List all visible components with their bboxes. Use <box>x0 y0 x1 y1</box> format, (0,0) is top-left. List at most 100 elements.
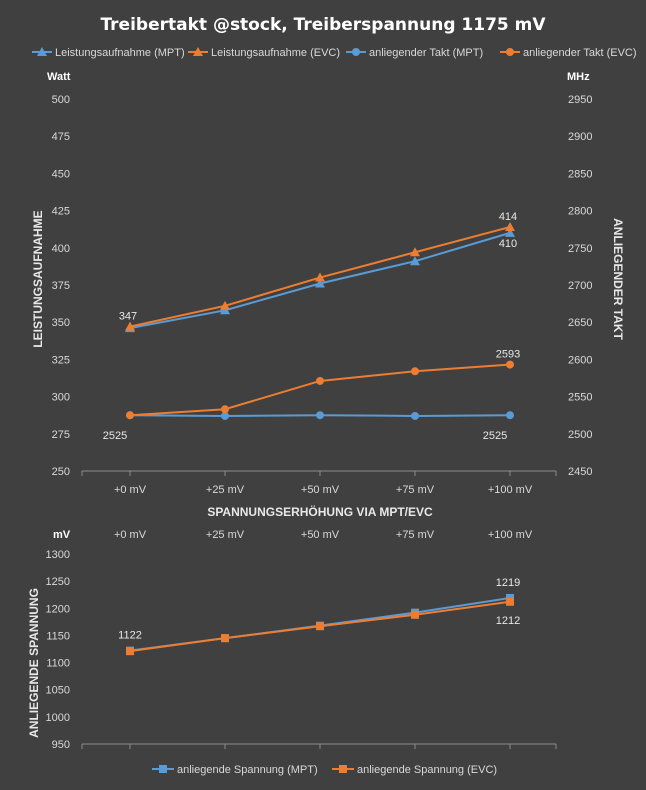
series-group <box>125 221 515 331</box>
y2-tick-label: 2450 <box>568 466 592 478</box>
x-tick-label: +75 mV <box>396 484 435 496</box>
legend-label: anliegende Spannung (EVC) <box>357 764 497 776</box>
y-tick-label: 450 <box>52 168 70 180</box>
top-legend: Leistungsaufnahme (MPT) Leistungsaufnahme… <box>32 47 637 59</box>
data-point <box>126 411 134 420</box>
y2-tick-label: 2950 <box>568 94 592 106</box>
y2-tick-label: 2750 <box>568 243 592 255</box>
data-label: 2593 <box>496 349 520 361</box>
y-axis-title: LEISTUNGSAUFNAHME <box>31 210 45 347</box>
data-label: 1212 <box>496 615 520 627</box>
y2-tick-label: 2700 <box>568 280 592 292</box>
legend-entry: anliegender Takt (EVC) <box>500 47 637 59</box>
y-tick-label: 1300 <box>46 549 70 561</box>
legend-marker <box>506 48 514 56</box>
data-point <box>315 272 325 282</box>
y-tick-label: 1200 <box>46 603 70 615</box>
y-tick-label: 950 <box>52 739 70 751</box>
y-tick-label: 1000 <box>46 712 70 724</box>
legend-marker <box>339 765 347 773</box>
data-point <box>506 411 514 420</box>
x-tick-label: +50 mV <box>301 484 340 496</box>
series-line <box>129 363 511 417</box>
y-tick-label: 250 <box>52 466 70 478</box>
data-label: 414 <box>499 211 517 223</box>
legend-entry: anliegende Spannung (MPT) <box>152 764 318 776</box>
x-tick-label: +75 mV <box>396 529 435 541</box>
legend-label: anliegende Spannung (MPT) <box>177 764 318 776</box>
y-tick-label: 375 <box>52 280 70 292</box>
legend-marker <box>159 765 167 773</box>
data-point <box>506 360 514 369</box>
y-tick-label: 350 <box>52 317 70 329</box>
data-label: 1219 <box>496 577 520 589</box>
y-unit-label: Watt <box>47 71 71 83</box>
y-tick-label: 325 <box>52 354 70 366</box>
y-tick-label: 500 <box>52 94 70 106</box>
legend-entry: Leistungsaufnahme (EVC) <box>188 47 340 59</box>
y-tick-label: 1050 <box>46 685 70 697</box>
legend-entry: anliegende Spannung (EVC) <box>332 764 497 776</box>
y2-unit-label: MHz <box>567 71 590 83</box>
y-tick-label: 425 <box>52 206 70 218</box>
data-point <box>505 227 515 237</box>
bottom-legend: anliegende Spannung (MPT) anliegende Span… <box>152 764 497 776</box>
data-point <box>410 247 420 257</box>
data-point <box>221 634 229 643</box>
data-point <box>221 405 229 414</box>
y2-tick-label: 2850 <box>568 168 592 180</box>
legend-entry: Leistungsaufnahme (MPT) <box>32 47 185 59</box>
y-tick-label: 475 <box>52 131 70 143</box>
data-point <box>220 300 230 310</box>
x-tick-label: +100 mV <box>488 529 533 541</box>
y-tick-label: 1150 <box>46 630 70 642</box>
data-label: 1122 <box>118 630 142 642</box>
y-unit-label: mV <box>53 529 71 541</box>
data-point <box>315 278 325 288</box>
data-point <box>411 367 419 376</box>
data-point <box>411 411 419 420</box>
data-label: 2525 <box>483 430 507 442</box>
x-tick-label: +100 mV <box>488 484 533 496</box>
legend-marker <box>193 47 203 56</box>
x-tick-label: +50 mV <box>301 529 340 541</box>
legend-label: Leistungsaufnahme (MPT) <box>55 47 185 59</box>
y2-tick-label: 2650 <box>568 317 592 329</box>
y2-axis-title: ANLIEGENDER TAKT <box>611 218 625 340</box>
legend-marker <box>37 47 47 56</box>
y-tick-label: 1250 <box>46 576 70 588</box>
data-label: 347 <box>119 311 137 323</box>
legend-label: anliegender Takt (MPT) <box>369 47 483 59</box>
top-chart: 250 275 300 325 350 375 400 425 450 475 500 2450 250… <box>31 71 625 519</box>
data-point <box>505 221 515 231</box>
y-tick-label: 400 <box>52 243 70 255</box>
y-axis-title: ANLIEGENDE SPANNUNG <box>27 588 41 738</box>
data-point <box>221 411 229 420</box>
x-tick-label: +0 mV <box>114 484 147 496</box>
x-tick-label: +25 mV <box>206 484 245 496</box>
x-tick-label: +25 mV <box>206 529 245 541</box>
data-label: 2525 <box>103 430 127 442</box>
y-tick-label: 275 <box>52 429 70 441</box>
data-point <box>506 597 514 606</box>
y2-tick-label: 2900 <box>568 131 592 143</box>
y2-tick-label: 2550 <box>568 392 592 404</box>
legend-label: Leistungsaufnahme (EVC) <box>211 47 340 59</box>
bottom-chart: 950 1000 1050 1100 1150 1200 1250 1300 +0 mV +25 … <box>27 529 557 751</box>
y2-tick-label: 2800 <box>568 206 592 218</box>
legend-label: anliegender Takt (EVC) <box>523 47 637 59</box>
y2-tick-label: 2600 <box>568 354 592 366</box>
x-tick-label: +0 mV <box>114 529 147 541</box>
data-point <box>316 622 324 631</box>
data-point <box>410 256 420 266</box>
chart-title: Treibertakt @stock, Treiberspannung 1175… <box>100 15 546 35</box>
data-point <box>125 321 135 331</box>
data-point <box>126 647 134 656</box>
data-point <box>411 610 419 619</box>
y2-tick-label: 2500 <box>568 429 592 441</box>
series-group <box>126 360 514 420</box>
legend-marker <box>352 48 360 56</box>
data-point <box>316 411 324 420</box>
